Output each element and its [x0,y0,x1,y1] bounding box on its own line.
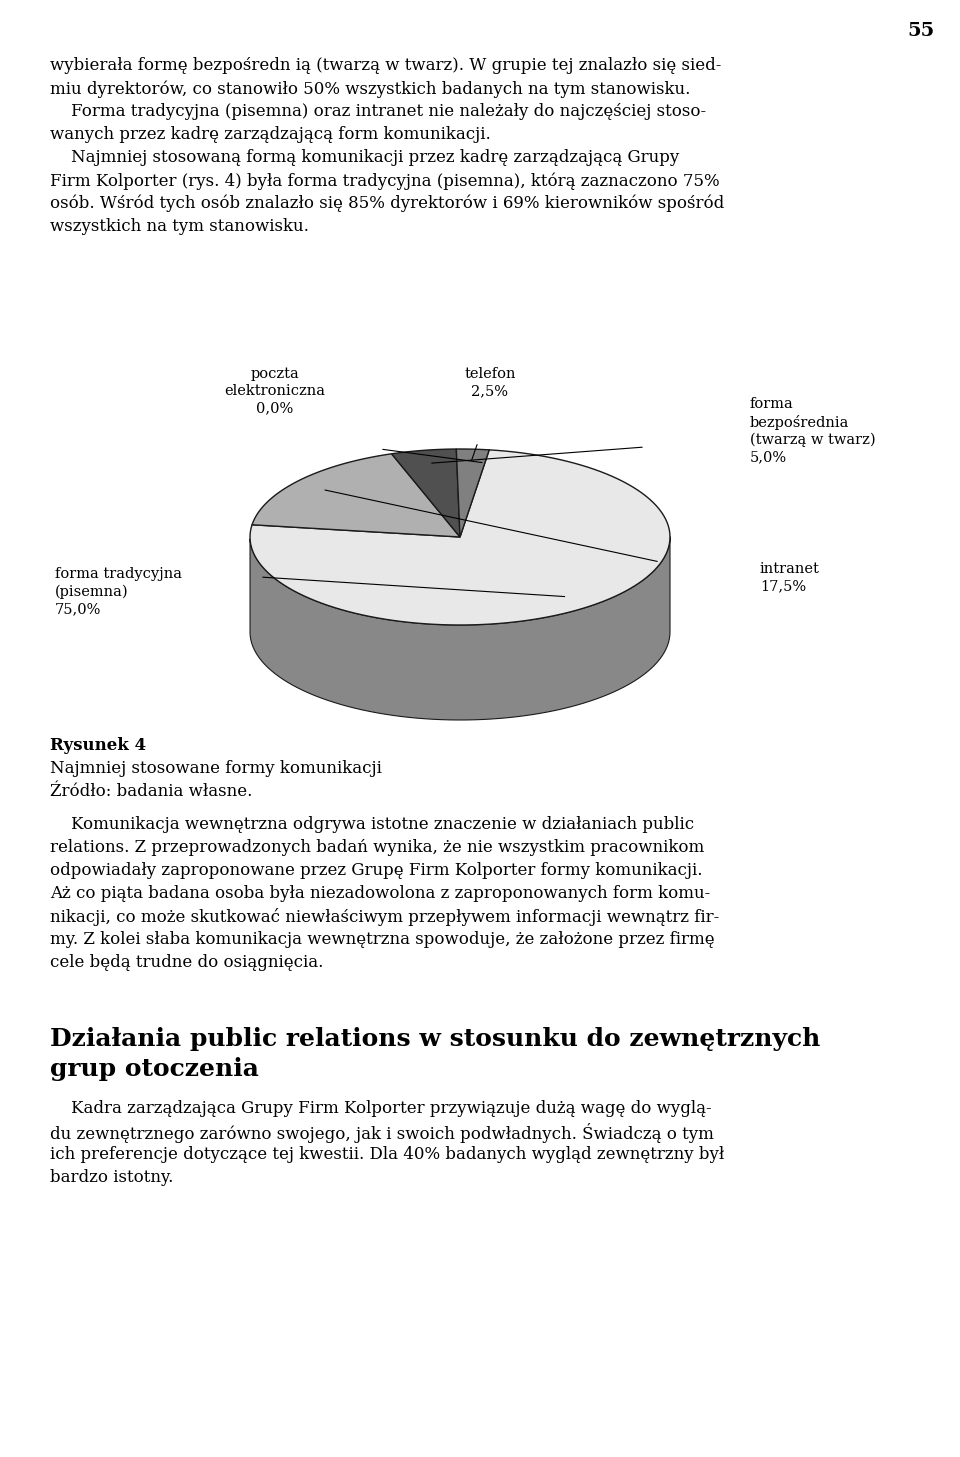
Polygon shape [250,536,670,720]
Text: poczta
elektroniczna
0,0%: poczta elektroniczna 0,0% [225,367,325,415]
Text: relations. Z przeprowadzonych badań wynika, że nie wszystkim pracownikom: relations. Z przeprowadzonych badań wyni… [50,839,705,857]
Text: wszystkich na tym stanowisku.: wszystkich na tym stanowisku. [50,219,309,235]
Text: Firm Kolporter (rys. 4) była forma tradycyjna (pisemna), którą zaznaczono 75%: Firm Kolporter (rys. 4) była forma trady… [50,172,720,189]
Text: intranet
17,5%: intranet 17,5% [760,562,820,593]
Polygon shape [250,450,670,625]
Text: Działania public relations w stosunku do zewnętrznych: Działania public relations w stosunku do… [50,1027,821,1050]
Text: Najmniej stosowaną formą komunikacji przez kadrę zarządzającą Grupy: Najmniej stosowaną formą komunikacji prz… [50,149,680,166]
Text: wybierała formę bezpośredn ią (twarzą w twarz). W grupie tej znalazło się sied-: wybierała formę bezpośredn ią (twarzą w … [50,57,721,74]
Text: grup otoczenia: grup otoczenia [50,1056,259,1081]
Text: telefon
2,5%: telefon 2,5% [465,367,516,398]
Text: Źródło: badania własne.: Źródło: badania własne. [50,782,252,800]
Text: ich preferencje dotyczące tej kwestii. Dla 40% badanych wygląd zewnętrzny był: ich preferencje dotyczące tej kwestii. D… [50,1147,724,1163]
Polygon shape [456,449,490,538]
Polygon shape [392,449,460,538]
Text: Kadra zarządzająca Grupy Firm Kolporter przywiązuje dużą wagę do wyglą-: Kadra zarządzająca Grupy Firm Kolporter … [50,1100,711,1118]
Text: cele będą trudne do osiągnięcia.: cele będą trudne do osiągnięcia. [50,954,324,970]
Text: nikacji, co może skutkować niewłaściwym przepływem informacji wewnątrz fir-: nikacji, co może skutkować niewłaściwym … [50,908,719,927]
Text: Forma tradycyjna (pisemna) oraz intranet nie należały do najczęściej stoso-: Forma tradycyjna (pisemna) oraz intranet… [50,103,707,119]
Text: my. Z kolei słaba komunikacja wewnętrzna spowoduje, że założone przez firmę: my. Z kolei słaba komunikacja wewnętrzna… [50,931,714,949]
Text: Rysunek 4: Rysunek 4 [50,737,146,755]
Text: bardzo istotny.: bardzo istotny. [50,1169,174,1186]
Text: wanych przez kadrę zarządzającą form komunikacji.: wanych przez kadrę zarządzającą form kom… [50,125,491,143]
Polygon shape [252,453,460,538]
Text: odpowiadały zaproponowane przez Grupę Firm Kolporter formy komunikacji.: odpowiadały zaproponowane przez Grupę Fi… [50,863,703,879]
Text: forma tradycyjna
(pisemna)
75,0%: forma tradycyjna (pisemna) 75,0% [55,567,182,616]
Text: 55: 55 [908,22,935,39]
Text: Aż co piąta badana osoba była niezadowolona z zaproponowanych form komu-: Aż co piąta badana osoba była niezadowol… [50,884,710,902]
Text: Najmniej stosowane formy komunikacji: Najmniej stosowane formy komunikacji [50,761,382,777]
Text: du zewnętrznego zarówno swojego, jak i swoich podwładnych. Świadczą o tym: du zewnętrznego zarówno swojego, jak i s… [50,1123,714,1142]
Text: Komunikacja wewnętrzna odgrywa istotne znaczenie w działaniach public: Komunikacja wewnętrzna odgrywa istotne z… [50,816,694,833]
Text: miu dyrektorów, co stanowiło 50% wszystkich badanych na tym stanowisku.: miu dyrektorów, co stanowiło 50% wszystk… [50,80,690,98]
Text: forma
bezpośrednia
(twarzą w twarz)
5,0%: forma bezpośrednia (twarzą w twarz) 5,0% [750,396,876,465]
Text: osób. Wśród tych osób znalazło się 85% dyrektorów i 69% kierowników spośród: osób. Wśród tych osób znalazło się 85% d… [50,195,724,213]
